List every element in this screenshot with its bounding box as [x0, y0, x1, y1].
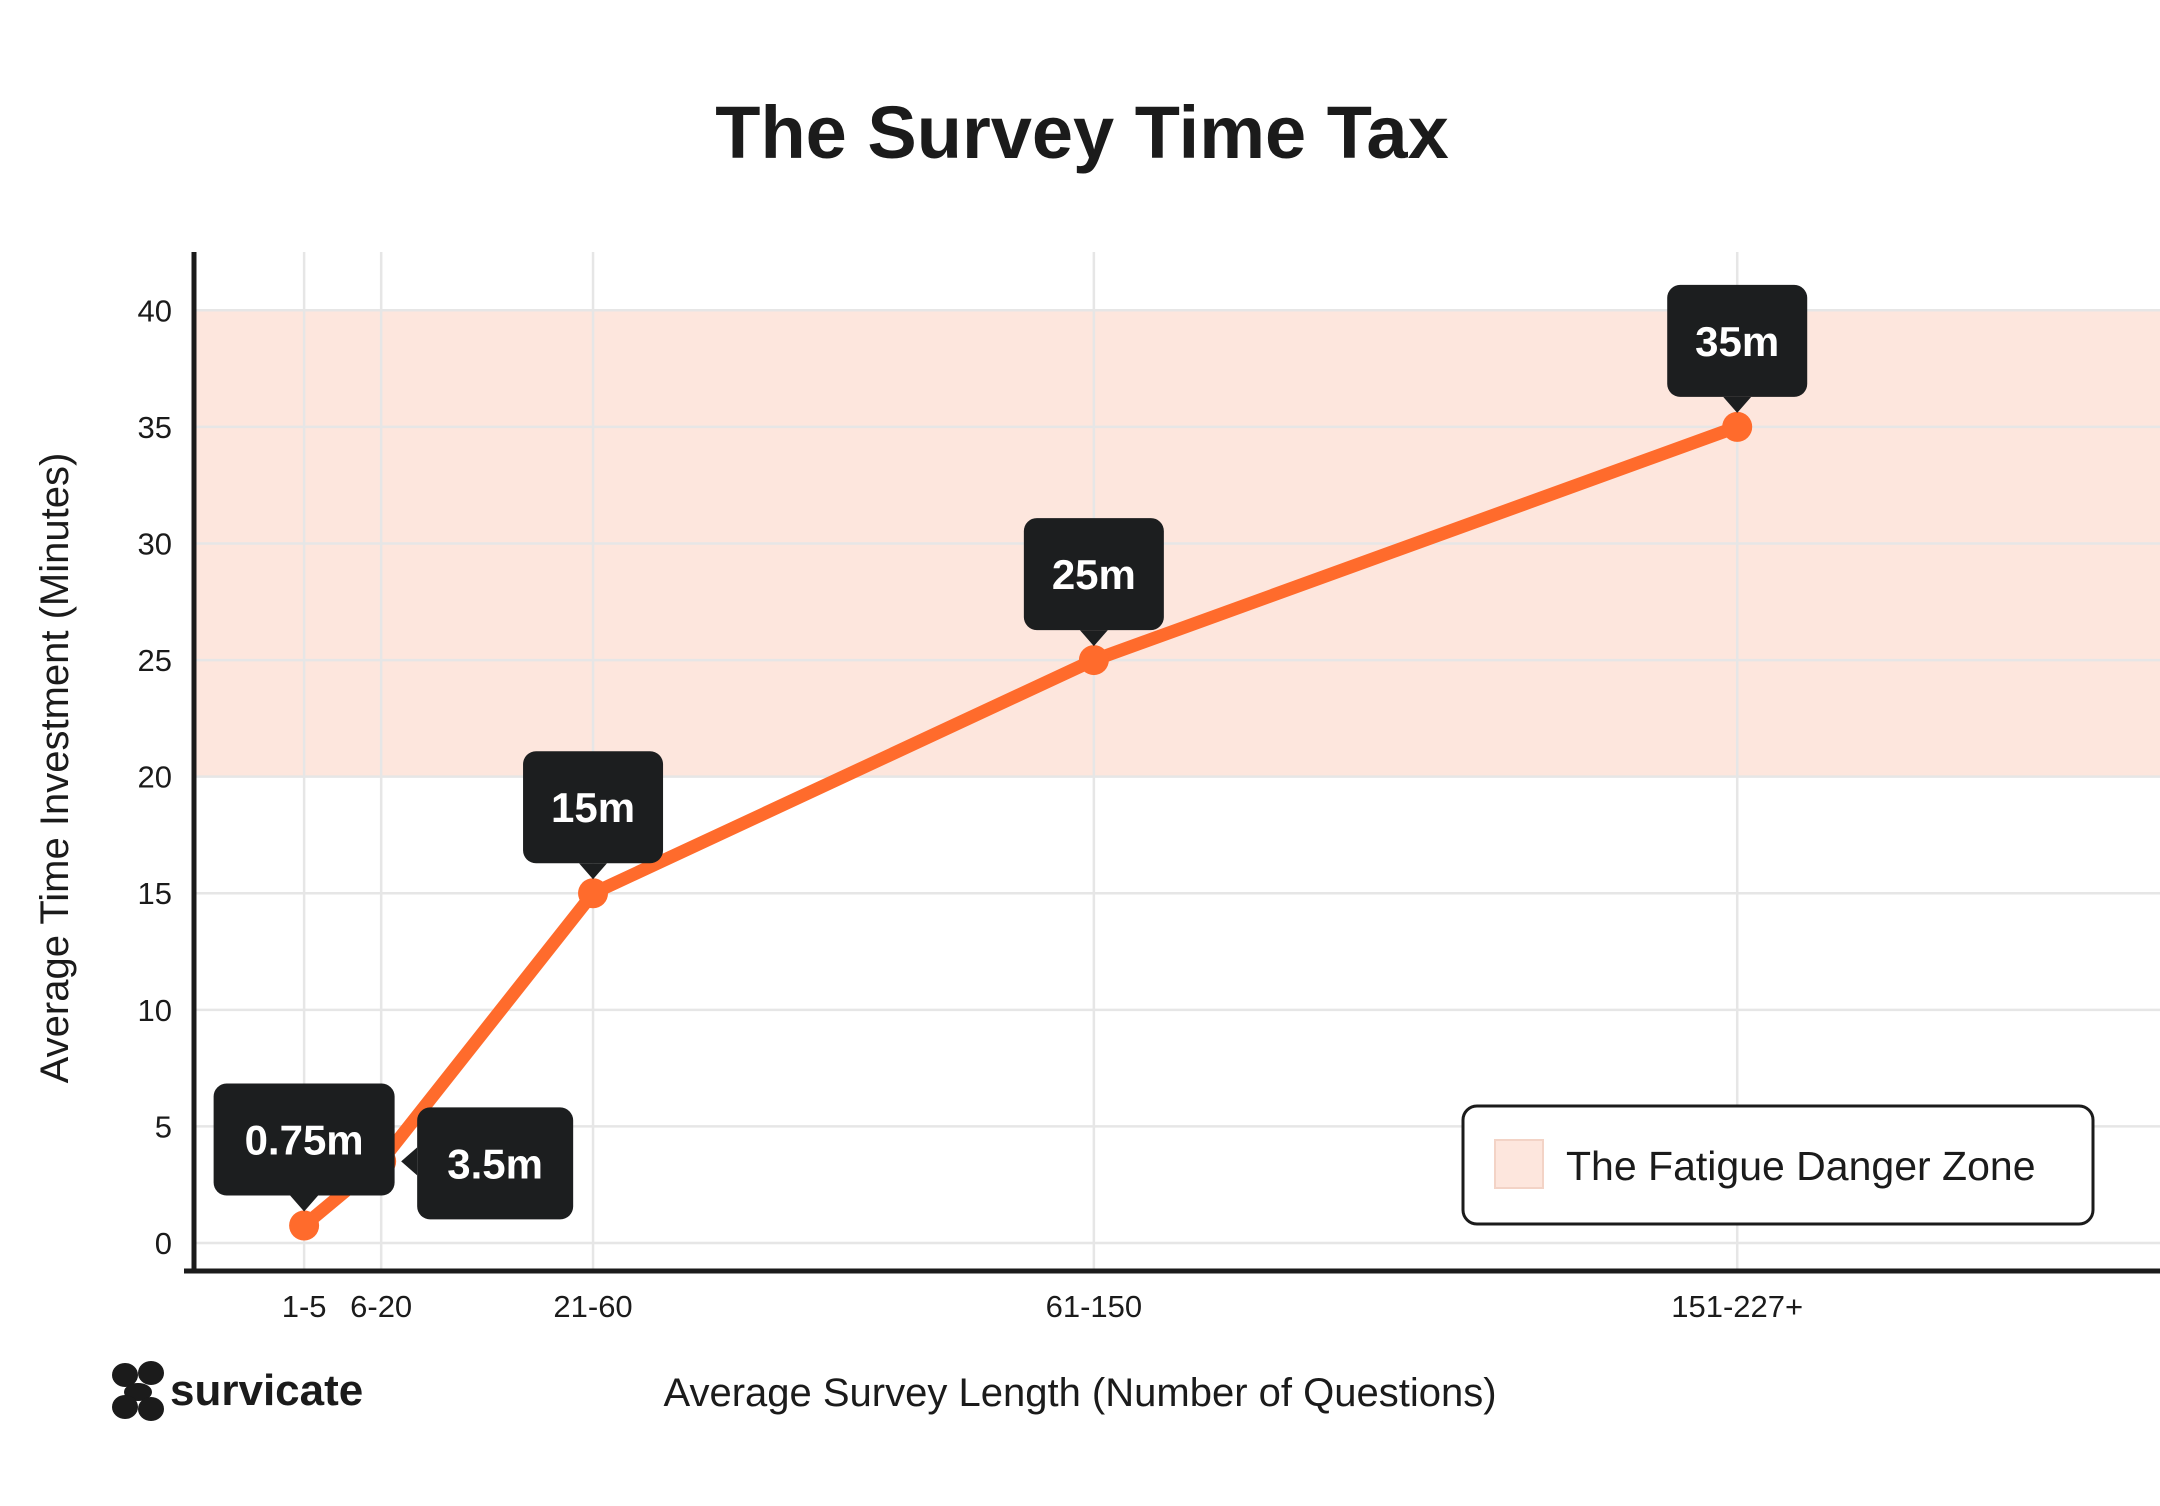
data-label: 25m	[1023, 518, 1164, 647]
data-label-text: 0.75m	[245, 1117, 364, 1164]
data-label-box	[523, 751, 664, 864]
legend: The Fatigue Danger Zone	[1461, 1104, 2095, 1226]
x-tick-label: 151-227+	[1671, 1289, 1803, 1324]
data-point	[578, 878, 609, 909]
data-label-box	[1667, 284, 1808, 397]
data-label: 3.5m	[401, 1107, 574, 1220]
plot-area: 0 5 10 15 20 25 30 35 40 1-5 6-20 21-60 61-150 151-2…	[138, 252, 2160, 1324]
x-tick-label: 1-5	[282, 1289, 327, 1324]
y-tick-label: 25	[138, 643, 172, 678]
legend-swatch	[1494, 1139, 1544, 1189]
data-label-pointer	[579, 863, 608, 880]
data-label-pointer	[1723, 396, 1752, 413]
data-label-text: 25m	[1052, 551, 1136, 598]
chart-title: The Survey Time Tax	[715, 91, 1448, 174]
data-label-pointer	[1079, 630, 1108, 647]
data-label: 0.75m	[213, 1083, 395, 1212]
survicate-logo-text: survicate	[170, 1366, 363, 1415]
y-tick-label: 10	[138, 993, 172, 1028]
survicate-logo: survicate	[112, 1361, 363, 1421]
data-label-box	[417, 1107, 574, 1220]
data-label-text: 35m	[1695, 318, 1779, 365]
x-axis-label: Average Survey Length (Number of Questio…	[663, 1371, 1496, 1415]
x-tick-label: 21-60	[553, 1289, 632, 1324]
x-tick-labels: 1-5 6-20 21-60 61-150 151-227+	[282, 1289, 1803, 1324]
data-label-box	[213, 1083, 395, 1196]
data-label-pointer	[290, 1195, 319, 1212]
data-label-text: 3.5m	[447, 1140, 543, 1187]
x-tick-label: 6-20	[350, 1289, 412, 1324]
y-tick-label: 20	[138, 760, 172, 795]
y-tick-label: 15	[138, 876, 172, 911]
y-tick-label: 30	[138, 526, 172, 561]
data-label-box	[1023, 518, 1164, 631]
data-label: 35m	[1667, 284, 1808, 413]
data-label-pointer	[401, 1147, 418, 1176]
y-tick-labels: 0 5 10 15 20 25 30 35 40	[138, 293, 172, 1261]
y-axis-label: Average Time Investment (Minutes)	[33, 453, 77, 1084]
data-point	[1078, 645, 1109, 676]
data-label: 15m	[523, 751, 664, 880]
y-tick-label: 5	[155, 1109, 172, 1144]
y-tick-label: 35	[138, 410, 172, 445]
legend-box	[1461, 1104, 2095, 1226]
data-label-text: 15m	[551, 784, 635, 831]
data-point	[289, 1210, 320, 1241]
survicate-logo-mark	[112, 1361, 164, 1421]
legend-label: The Fatigue Danger Zone	[1566, 1143, 2036, 1189]
y-tick-label: 40	[138, 293, 172, 328]
data-labels: 0.75m 3.5m 15m 25m 35m	[213, 284, 1808, 1220]
y-tick-label: 0	[155, 1226, 172, 1261]
data-point	[1722, 411, 1753, 442]
x-tick-label: 61-150	[1046, 1289, 1143, 1324]
